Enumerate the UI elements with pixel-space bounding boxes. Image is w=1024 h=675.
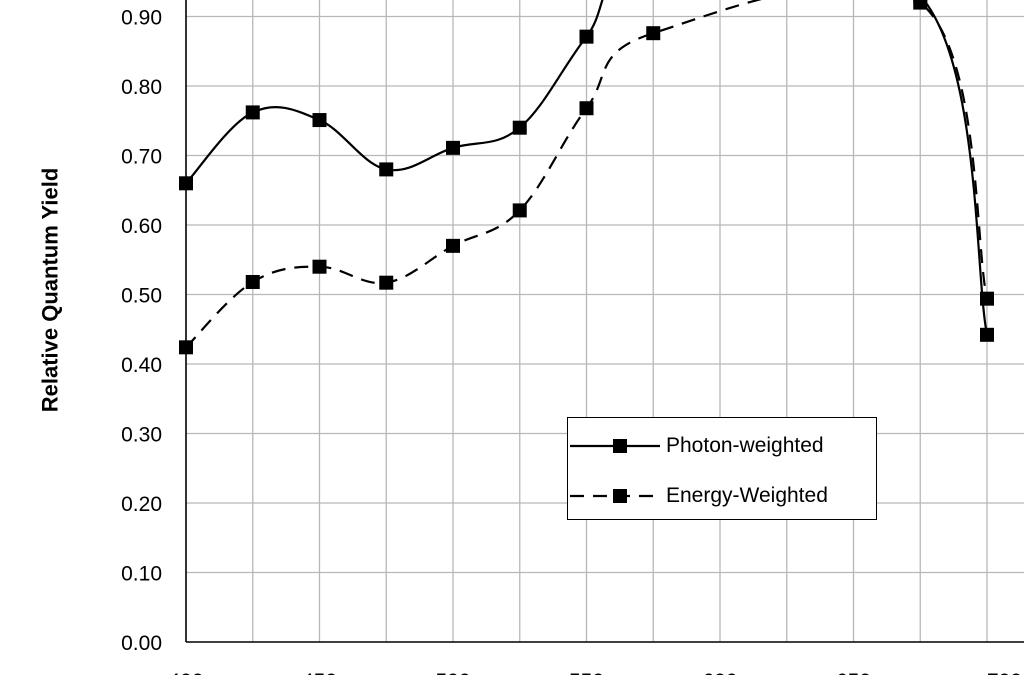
y-tick-label: 0.90 <box>121 7 162 30</box>
data-point-photon <box>980 327 994 342</box>
x-tick-label: 450 <box>302 670 337 675</box>
data-point-energy <box>980 291 994 306</box>
y-tick-label: 0.40 <box>121 354 162 377</box>
y-tick-label: 0.30 <box>121 424 162 447</box>
y-tick-labels: 0.00 0.10 0.20 0.30 0.40 0.50 0.60 0.70 0.80 0.90 <box>121 7 162 656</box>
legend-marker-solid-icon <box>570 439 660 453</box>
data-point-photon <box>379 162 394 177</box>
y-tick-label: 0.70 <box>121 146 162 169</box>
data-point-photon <box>579 29 594 44</box>
data-point-photon <box>245 105 260 120</box>
x-tick-label: 650 <box>836 670 871 675</box>
legend-item-photon: Photon-weighted <box>568 431 824 461</box>
y-axis-label: Relative Quantum Yield <box>37 167 63 413</box>
y-tick-label: 0.10 <box>121 563 162 586</box>
data-point-energy <box>446 238 460 253</box>
data-point-energy <box>179 340 193 355</box>
y-tick-label: 0.60 <box>121 215 162 238</box>
series-line-photon <box>185 0 989 336</box>
data-point-photon <box>312 113 327 128</box>
x-tick-label: 500 <box>435 670 470 675</box>
grid-lines <box>186 0 1024 642</box>
legend-item-energy: Energy-Weighted <box>568 481 828 511</box>
data-point-energy <box>512 203 527 218</box>
data-point-energy <box>245 274 260 289</box>
x-tick-labels: 400 450 500 550 600 650 700 <box>168 670 1022 675</box>
data-point-energy <box>646 26 661 41</box>
legend: Photon-weighted Energy-Weighted <box>567 417 877 520</box>
series-line-energy <box>185 0 989 349</box>
legend-marker-dashed-icon <box>570 489 660 503</box>
data-point-photon <box>446 140 460 155</box>
x-tick-label: 700 <box>987 670 1022 675</box>
x-tick-label: 550 <box>569 670 604 675</box>
data-point-photon <box>512 120 527 135</box>
data-point-energy <box>579 101 594 116</box>
data-point-energy <box>913 0 928 10</box>
data-point-energy <box>312 259 327 274</box>
legend-label-energy: Energy-Weighted <box>666 484 828 507</box>
y-tick-label: 0.80 <box>121 76 162 99</box>
y-tick-label: 0.00 <box>121 632 162 655</box>
data-point-photon <box>179 176 193 191</box>
y-tick-label: 0.50 <box>121 285 162 308</box>
y-tick-label: 0.20 <box>121 493 162 516</box>
x-tick-label: 600 <box>702 670 737 675</box>
data-point-energy <box>379 275 394 290</box>
series-group <box>179 0 994 355</box>
y-axis-label-wrap: Relative Quantum Yield <box>20 50 80 530</box>
axes <box>185 0 1024 643</box>
x-tick-label: 400 <box>168 670 203 675</box>
legend-label-photon: Photon-weighted <box>666 434 824 457</box>
